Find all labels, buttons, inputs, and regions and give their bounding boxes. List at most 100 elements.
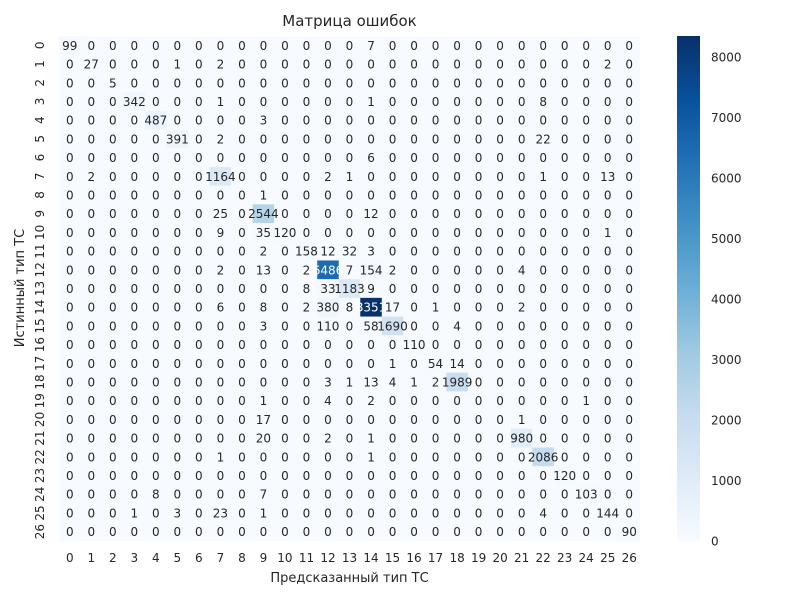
cell-value-label: 0 [582, 376, 590, 390]
heatmap-cell [145, 484, 167, 504]
cell-value-label: 1 [260, 394, 268, 408]
heatmap-cell [596, 110, 619, 130]
heatmap-cell [252, 92, 275, 112]
heatmap-cell [618, 166, 641, 187]
heatmap-cell [145, 316, 167, 336]
cell-value-label: 0 [324, 151, 332, 165]
cell-value-label: 0 [303, 394, 311, 408]
cell-value-label: 0 [260, 151, 268, 165]
heatmap-cell [295, 185, 318, 205]
cell-value-label: 0 [432, 76, 440, 90]
cell-value-label: 0 [303, 450, 311, 464]
cell-value-label: 0 [389, 394, 397, 408]
heatmap-cell [360, 466, 383, 486]
heatmap-cell [338, 185, 361, 205]
cell-value-label: 0 [561, 58, 569, 72]
heatmap-cell [145, 185, 167, 205]
cell-value-label: 0 [475, 338, 483, 352]
y-tick-label: 16 [33, 337, 47, 352]
heatmap-cell [532, 204, 555, 224]
cell-value-label: 0 [625, 76, 633, 90]
heatmap-cell [209, 428, 232, 448]
cell-value-label: 0 [303, 76, 311, 90]
cell-value-label: 0 [389, 114, 397, 128]
cell-value-label: 0 [389, 76, 397, 90]
cell-value-label: 0 [625, 39, 633, 53]
cell-value-label: 0 [109, 469, 117, 483]
cell-value-label: 0 [195, 282, 203, 296]
cell-value-label: 0 [217, 525, 225, 539]
heatmap-cell [295, 447, 318, 467]
cell-value-label: 0 [87, 226, 95, 240]
cell-value-label: 0 [518, 226, 526, 240]
cell-value-label: 0 [346, 319, 354, 333]
heatmap-cell [166, 54, 189, 74]
heatmap-cell [532, 410, 555, 430]
cell-value-label: 0 [346, 338, 354, 352]
cell-value-label: 0 [539, 338, 547, 352]
cell-value-label: 0 [130, 338, 138, 352]
cell-value-label: 0 [152, 263, 160, 277]
heatmap-cell [145, 466, 167, 486]
heatmap-cell [532, 129, 555, 149]
heatmap-cell [274, 129, 297, 149]
cell-value-label: 0 [432, 525, 440, 539]
heatmap-cell [618, 447, 641, 467]
y-tick-label: 25 [33, 505, 47, 520]
heatmap-cell [123, 410, 146, 430]
heatmap-cell [381, 110, 404, 130]
heatmap-cell [403, 223, 426, 243]
heatmap-cell [596, 148, 619, 168]
heatmap-cell [188, 335, 211, 355]
heatmap-cell [188, 110, 211, 130]
cell-value-label: 0 [389, 338, 397, 352]
cell-value-label: 0 [66, 357, 74, 371]
heatmap-cell [510, 54, 533, 74]
cell-value-label: 0 [152, 338, 160, 352]
cell-value-label: 1 [367, 450, 375, 464]
heatmap-cell [145, 297, 167, 317]
cell-value-label: 0 [475, 525, 483, 539]
cell-value-label: 8351 [356, 301, 387, 315]
heatmap-cell [553, 410, 576, 430]
heatmap-cell [575, 353, 598, 374]
heatmap-cell [59, 110, 81, 130]
cell-value-label: 0 [410, 114, 418, 128]
heatmap-cell [102, 260, 124, 280]
heatmap-cell [553, 484, 576, 504]
x-tick-label: 9 [260, 551, 268, 565]
cell-value-label: 0 [582, 263, 590, 277]
cell-value-label: 0 [152, 226, 160, 240]
cell-value-label: 0 [260, 450, 268, 464]
cell-value-label: 0 [561, 432, 569, 446]
y-tick-label: 12 [33, 262, 47, 277]
cell-value-label: 0 [496, 263, 504, 277]
heatmap-cell [274, 335, 297, 355]
heatmap-cell [338, 223, 361, 243]
y-tick-label: 6 [33, 154, 47, 162]
heatmap-cell [80, 466, 103, 486]
cell-value-label: 0 [195, 170, 203, 184]
heatmap-cell [231, 166, 254, 187]
cell-value-label: 0 [582, 58, 590, 72]
cell-value-label: 0 [561, 95, 569, 109]
heatmap-cell [317, 503, 340, 523]
cell-value-label: 0 [281, 338, 289, 352]
cell-value-label: 0 [174, 282, 182, 296]
cell-value-label: 0 [130, 301, 138, 315]
heatmap-cell [510, 110, 533, 130]
heatmap-cell [596, 353, 619, 374]
cell-value-label: 0 [410, 319, 418, 333]
cell-value-label: 0 [87, 76, 95, 90]
y-axis-label: Истинный тип ТС [13, 229, 28, 347]
heatmap-cell [360, 185, 383, 205]
cell-value-label: 0 [625, 263, 633, 277]
y-tick-label: 1 [33, 60, 47, 68]
heatmap-cell [231, 36, 254, 56]
cell-value-label: 0 [582, 282, 590, 296]
cell-value-label: 0 [625, 95, 633, 109]
cell-value-label: 0 [260, 282, 268, 296]
cell-value-label: 4 [518, 263, 526, 277]
heatmap-cell [317, 110, 340, 130]
